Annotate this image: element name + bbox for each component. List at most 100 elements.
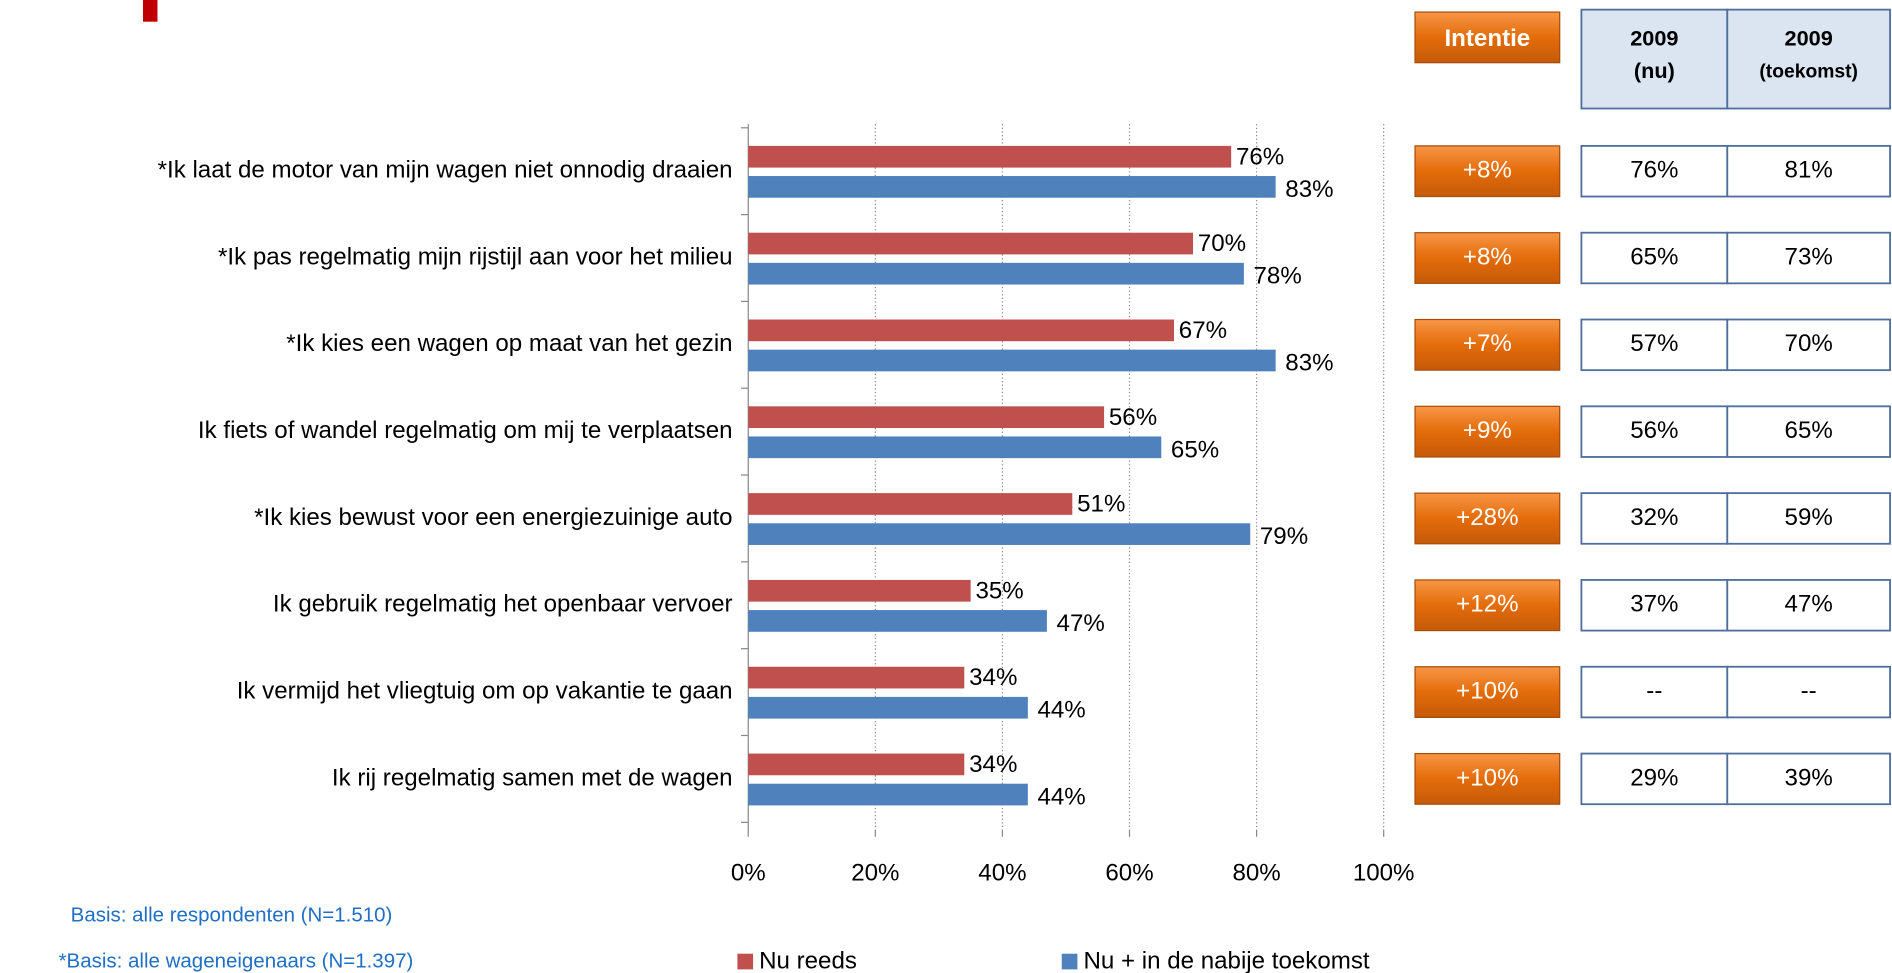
legend-label: Nu + in de nabije toekomst	[1083, 948, 1369, 973]
category-label: *Ik pas regelmatig mijn rijstijl aan voo…	[218, 243, 733, 270]
table-value: 73%	[1785, 243, 1833, 270]
bar	[748, 349, 1276, 372]
bar	[748, 176, 1276, 198]
header-button	[1414, 11, 1561, 64]
bar	[748, 262, 1244, 285]
x-tick-label: 40%	[978, 860, 1026, 887]
table-cell	[1726, 665, 1891, 719]
x-tick-label: 60%	[1105, 860, 1153, 887]
intent-button	[1414, 405, 1561, 458]
intent-button	[1414, 145, 1561, 198]
intent-button	[1414, 752, 1561, 805]
table-cell	[1726, 231, 1891, 285]
intent-value: +7%	[1463, 330, 1512, 357]
category-label: *Ik kies een wagen op maat van het gezin	[286, 330, 732, 357]
category-label: *Ik laat de motor van mijn wagen niet on…	[158, 157, 733, 184]
intent-value: +8%	[1463, 157, 1512, 184]
table-value: 81%	[1785, 157, 1833, 184]
header-label: (toekomst)	[1759, 61, 1858, 82]
x-tick-label: 0%	[731, 860, 766, 887]
logo-mark	[143, 0, 158, 22]
table-value: 65%	[1785, 417, 1833, 444]
table-value: 57%	[1630, 330, 1678, 357]
data-label: 83%	[1285, 176, 1333, 203]
header-label: Intentie	[1444, 25, 1530, 52]
data-label: 76%	[1236, 143, 1284, 170]
table-value: --	[1801, 677, 1817, 704]
footnote: *Basis: alle wageneigenaars (N=1.397)	[59, 950, 414, 973]
data-label: 78%	[1254, 263, 1302, 290]
table-cell	[1580, 318, 1729, 372]
data-label: 34%	[969, 751, 1017, 778]
table-cell	[1580, 492, 1729, 545]
table-value: 59%	[1785, 504, 1833, 531]
intent-button	[1414, 232, 1561, 284]
intent-value: +8%	[1463, 243, 1512, 270]
data-label: 70%	[1198, 230, 1246, 257]
table-cell	[1580, 231, 1729, 285]
bar	[748, 436, 1162, 459]
bar	[748, 319, 1174, 342]
bar	[748, 493, 1073, 515]
table-value: --	[1646, 677, 1662, 704]
intent-value: +10%	[1456, 764, 1518, 791]
table-cell	[1726, 752, 1891, 806]
table-value: 32%	[1630, 504, 1678, 531]
x-tick-label: 100%	[1353, 860, 1415, 887]
intent-button	[1414, 579, 1561, 632]
data-label: 65%	[1171, 436, 1219, 463]
intent-value: +10%	[1456, 677, 1518, 704]
data-label: 51%	[1077, 491, 1125, 518]
data-label: 44%	[1037, 784, 1085, 811]
table-value: 39%	[1785, 764, 1833, 791]
table-value: 47%	[1785, 591, 1833, 618]
intent-value: +12%	[1456, 591, 1518, 618]
table-value: 37%	[1630, 591, 1678, 618]
table-value: 56%	[1630, 417, 1678, 444]
bar	[748, 753, 965, 776]
table-cell	[1726, 318, 1891, 372]
table-cell	[1726, 492, 1891, 545]
header-label: 2009	[1630, 26, 1678, 51]
bar	[748, 523, 1251, 545]
data-label: 56%	[1109, 404, 1157, 431]
data-label: 34%	[969, 664, 1017, 691]
category-label: Ik rij regelmatig samen met de wagen	[332, 764, 733, 791]
legend-swatch	[1061, 953, 1078, 970]
legend-label: Nu reeds	[759, 948, 857, 973]
table-value: 65%	[1630, 243, 1678, 270]
footnote: Basis: alle respondenten (N=1.510)	[71, 904, 393, 927]
table-cell	[1726, 144, 1891, 198]
data-label: 79%	[1260, 523, 1308, 550]
table-value: 76%	[1630, 157, 1678, 184]
x-tick-label: 80%	[1232, 860, 1280, 887]
bar	[748, 406, 1105, 429]
header-label: 2009	[1785, 26, 1833, 51]
header-cell	[1726, 8, 1891, 110]
category-label: Ik gebruik regelmatig het openbaar vervo…	[273, 591, 733, 618]
category-label: Ik fiets of wandel regelmatig om mij te …	[198, 417, 733, 444]
x-tick-label: 20%	[851, 860, 899, 887]
table-cell	[1580, 665, 1729, 719]
data-label: 83%	[1285, 349, 1333, 376]
intent-value: +28%	[1456, 504, 1518, 531]
table-value: 70%	[1785, 330, 1833, 357]
table-cell	[1726, 405, 1891, 458]
intent-value: +9%	[1463, 417, 1512, 444]
data-label: 35%	[975, 577, 1023, 604]
data-label: 44%	[1037, 697, 1085, 724]
bar	[748, 783, 1028, 806]
intent-button	[1414, 492, 1561, 545]
intent-button	[1414, 666, 1561, 718]
bar	[748, 232, 1194, 255]
bar	[748, 666, 965, 689]
bar	[748, 696, 1028, 719]
intent-button	[1414, 318, 1561, 371]
bar	[748, 145, 1232, 168]
bar	[748, 579, 971, 602]
header-cell	[1580, 8, 1729, 110]
category-label: Ik vermijd het vliegtuig om op vakantie …	[237, 677, 733, 704]
table-cell	[1580, 579, 1729, 632]
